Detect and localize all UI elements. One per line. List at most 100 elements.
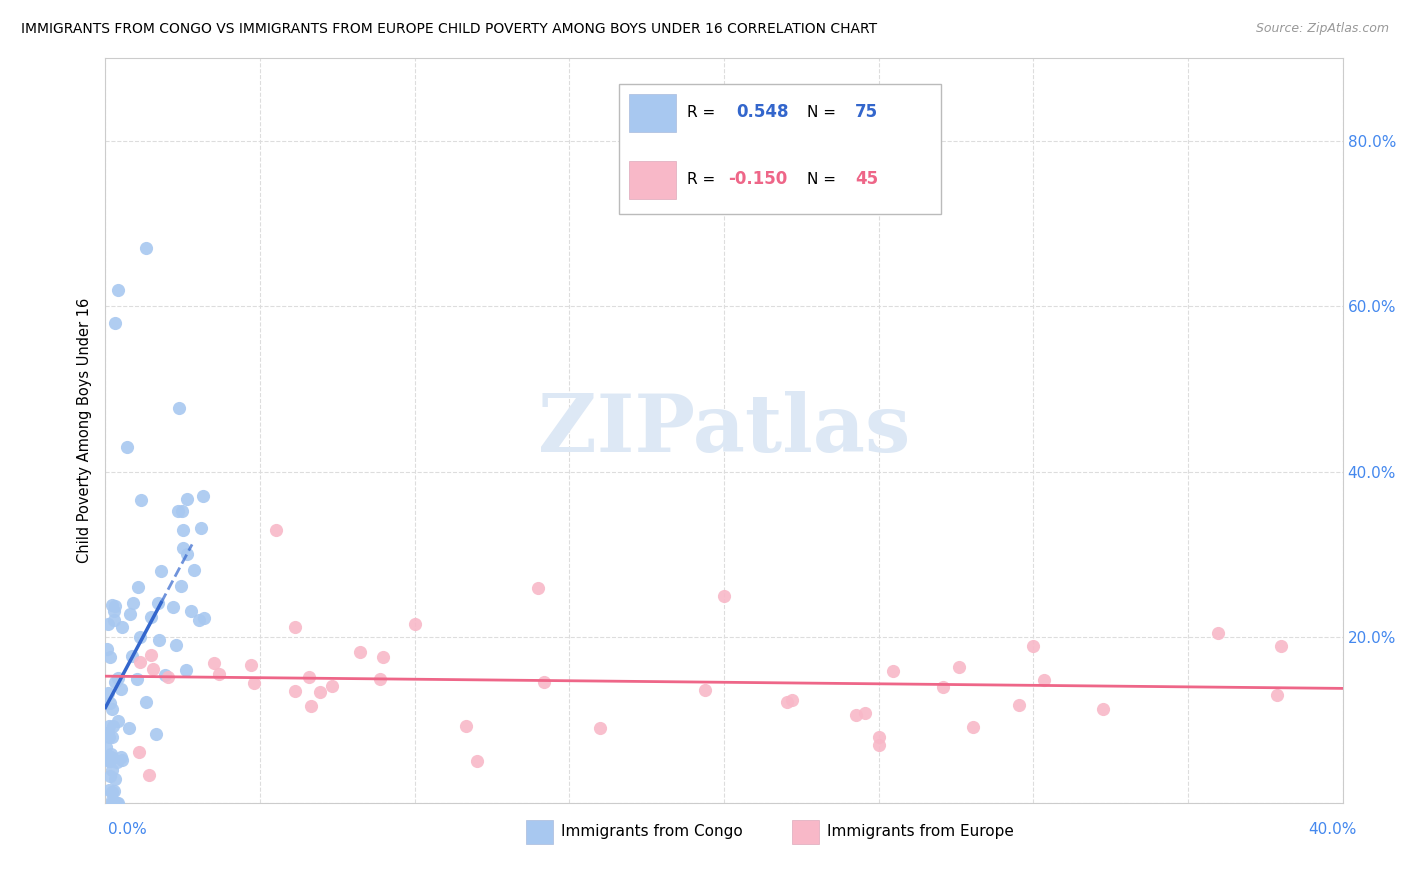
Point (97, 755, 120, 769)
Point (882, 664, 904, 678)
Point (101, 719, 124, 733)
Point (97, 730, 120, 744)
Point (301, 698, 323, 713)
Point (845, 707, 868, 722)
Point (139, 648, 162, 662)
Point (1008, 698, 1031, 713)
Point (589, 721, 612, 735)
Point (129, 630, 152, 644)
Point (138, 768, 160, 782)
Point (96, 642, 118, 657)
Point (110, 620, 132, 634)
Text: N =: N = (807, 105, 841, 120)
Point (98, 769, 121, 783)
Point (128, 655, 150, 669)
Point (167, 401, 190, 415)
Point (98, 754, 121, 768)
Point (97, 782, 120, 797)
Point (105, 796, 128, 810)
Point (1265, 688, 1288, 702)
Point (309, 685, 332, 699)
Point (1022, 639, 1045, 653)
Point (172, 541, 194, 555)
Point (98, 718, 121, 732)
Text: Immigrants from Congo: Immigrants from Congo (561, 823, 742, 838)
Point (120, 607, 142, 621)
Point (101, 785, 124, 799)
Point (167, 504, 190, 518)
Point (101, 796, 124, 810)
Point (145, 727, 167, 741)
Point (284, 620, 307, 634)
Text: 45: 45 (855, 170, 879, 188)
Text: 0.548: 0.548 (737, 103, 789, 121)
FancyBboxPatch shape (792, 820, 820, 844)
FancyBboxPatch shape (628, 161, 676, 200)
Point (156, 670, 179, 684)
Point (121, 648, 143, 663)
Point (103, 613, 125, 627)
Point (240, 657, 263, 672)
Point (97, 617, 120, 632)
Point (264, 523, 287, 537)
Point (103, 604, 125, 618)
Text: 75: 75 (855, 103, 879, 121)
Text: -0.150: -0.150 (728, 170, 787, 188)
Point (404, 616, 426, 631)
Point (948, 659, 970, 673)
Point (932, 680, 955, 694)
Point (780, 692, 803, 706)
Point (962, 720, 984, 734)
Point (183, 563, 205, 577)
Point (98, 650, 121, 665)
Point (713, 589, 735, 603)
Point (188, 613, 211, 627)
Point (243, 676, 266, 690)
Point (298, 670, 321, 684)
Point (100, 750, 122, 764)
Point (693, 683, 716, 698)
Point (162, 600, 184, 615)
Y-axis label: Child Poverty Among Boys Under 16: Child Poverty Among Boys Under 16 (77, 298, 93, 563)
Text: 40.0%: 40.0% (1309, 822, 1357, 837)
Point (104, 675, 127, 690)
Point (101, 751, 124, 765)
Point (127, 580, 149, 594)
Point (465, 755, 488, 769)
Text: R =: R = (688, 172, 720, 187)
Text: R =: R = (688, 105, 720, 120)
Point (107, 714, 129, 728)
Point (107, 671, 129, 685)
Point (169, 579, 191, 593)
Point (96, 739, 118, 754)
Point (118, 721, 141, 735)
Point (110, 749, 132, 764)
Point (100, 763, 122, 777)
Point (172, 503, 194, 517)
Point (122, 596, 145, 610)
Point (105, 756, 128, 770)
Point (180, 604, 202, 618)
Point (128, 745, 150, 759)
Point (349, 645, 371, 659)
Text: Immigrants from Europe: Immigrants from Europe (827, 823, 1014, 838)
Text: Source: ZipAtlas.com: Source: ZipAtlas.com (1256, 22, 1389, 36)
Point (176, 547, 198, 561)
Point (107, 796, 129, 810)
Point (150, 564, 173, 578)
Point (101, 793, 124, 807)
Point (193, 489, 215, 503)
Point (148, 632, 170, 647)
Point (1033, 673, 1056, 687)
Point (1206, 625, 1229, 640)
Point (174, 663, 197, 677)
Text: N =: N = (807, 172, 841, 187)
Point (97, 686, 120, 700)
Text: ZIPatlas: ZIPatlas (538, 392, 910, 469)
Point (868, 730, 890, 744)
Point (135, 695, 157, 709)
Point (371, 649, 394, 664)
Point (115, 440, 138, 454)
Point (129, 493, 152, 508)
Point (135, 241, 157, 255)
